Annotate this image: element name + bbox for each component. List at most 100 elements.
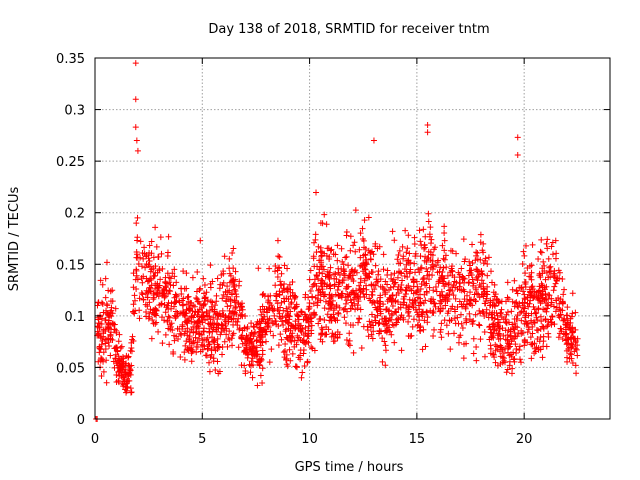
data-point — [132, 96, 139, 103]
data-point — [156, 287, 163, 294]
data-point — [439, 305, 446, 312]
data-point — [441, 247, 448, 254]
data-point — [304, 359, 311, 366]
data-point — [248, 358, 255, 365]
data-point — [508, 308, 515, 315]
data-point — [376, 319, 383, 326]
data-point — [245, 335, 252, 342]
data-point — [197, 237, 204, 244]
data-point — [238, 311, 245, 318]
data-point — [476, 322, 483, 329]
data-point — [140, 255, 147, 262]
data-point — [266, 359, 273, 366]
data-point — [221, 327, 228, 334]
data-point — [534, 316, 541, 323]
data-point — [165, 233, 172, 240]
data-point — [146, 313, 153, 320]
data-point — [524, 293, 531, 300]
data-point — [233, 291, 240, 298]
data-point — [484, 272, 491, 279]
data-point — [315, 287, 322, 294]
data-point — [447, 346, 454, 353]
data-point — [452, 308, 459, 315]
data-point — [474, 268, 481, 275]
data-point — [474, 249, 481, 256]
data-point — [214, 345, 221, 352]
data-point — [490, 334, 497, 341]
data-point — [178, 291, 185, 298]
data-point — [250, 323, 257, 330]
data-point — [400, 296, 407, 303]
data-point — [572, 362, 579, 369]
data-point — [455, 339, 462, 346]
data-point — [563, 324, 570, 331]
data-point — [314, 299, 321, 306]
data-point — [275, 307, 282, 314]
data-point — [113, 372, 120, 379]
data-point — [500, 332, 507, 339]
y-tick-label: 0.15 — [56, 258, 85, 273]
data-point — [239, 313, 246, 320]
data-point — [275, 322, 282, 329]
data-point — [139, 291, 146, 298]
data-point — [523, 320, 530, 327]
data-point — [312, 236, 319, 243]
x-tick-label: 5 — [198, 432, 206, 447]
data-point — [427, 307, 434, 314]
data-point — [392, 279, 399, 286]
data-point — [105, 339, 112, 346]
data-point — [155, 328, 162, 335]
data-point — [207, 284, 214, 291]
data-point — [477, 231, 484, 238]
data-point — [444, 272, 451, 279]
data-point — [402, 290, 409, 297]
data-point — [103, 379, 110, 386]
data-point — [403, 249, 410, 256]
data-point — [363, 275, 370, 282]
data-point — [118, 371, 125, 378]
data-point — [551, 283, 558, 290]
data-point — [553, 250, 560, 257]
data-point — [342, 320, 349, 327]
data-point — [338, 245, 345, 252]
data-point — [410, 304, 417, 311]
data-point — [564, 312, 571, 319]
data-point — [458, 287, 465, 294]
data-point — [116, 331, 123, 338]
data-point — [184, 294, 191, 301]
data-point — [468, 296, 475, 303]
data-point — [386, 296, 393, 303]
data-point — [537, 334, 544, 341]
data-point — [108, 304, 115, 311]
data-point — [535, 256, 542, 263]
data-point — [497, 353, 504, 360]
data-point — [148, 266, 155, 273]
data-point — [329, 330, 336, 337]
data-point — [267, 292, 274, 299]
data-point — [200, 328, 207, 335]
data-point — [473, 252, 480, 259]
data-point — [543, 308, 550, 315]
y-tick-label: 0 — [77, 413, 85, 428]
data-point — [334, 287, 341, 294]
data-point — [384, 267, 391, 274]
data-point — [170, 282, 177, 289]
data-point — [280, 349, 287, 356]
data-point — [492, 359, 499, 366]
data-point — [372, 319, 379, 326]
data-point — [347, 247, 354, 254]
data-point — [472, 297, 479, 304]
data-point — [172, 291, 179, 298]
data-point — [117, 368, 124, 375]
data-point — [487, 345, 494, 352]
data-point — [537, 346, 544, 353]
data-point — [376, 328, 383, 335]
data-point — [388, 316, 395, 323]
data-point — [410, 283, 417, 290]
data-point — [430, 287, 437, 294]
data-point — [522, 314, 529, 321]
data-point — [261, 292, 268, 299]
data-point — [528, 276, 535, 283]
data-point — [311, 276, 318, 283]
data-point — [384, 281, 391, 288]
